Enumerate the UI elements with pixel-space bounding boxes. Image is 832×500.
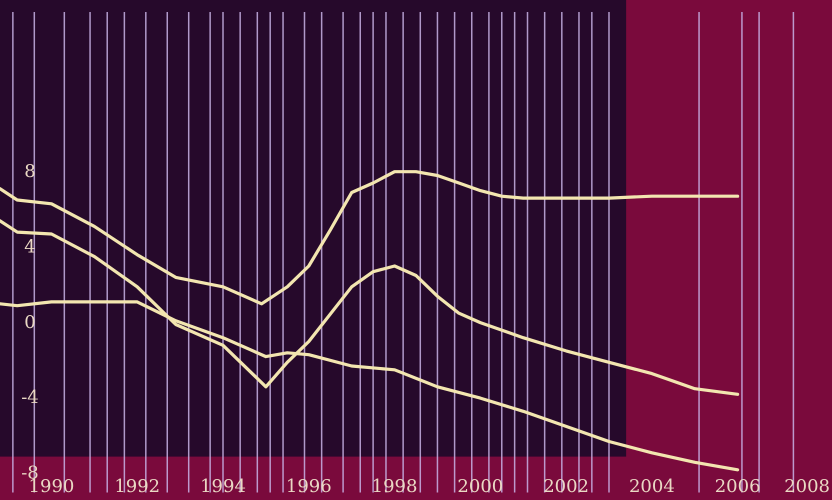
x-tick-label: 2008 — [784, 476, 830, 497]
y-tick-label: 4 — [24, 236, 35, 257]
x-tick-label: 1990 — [29, 476, 75, 497]
shaded-region — [0, 0, 627, 457]
y-tick-label: 0 — [24, 312, 35, 333]
vertical-lines — [12, 12, 795, 493]
y-tick-label: -8 — [21, 463, 39, 484]
series-lines — [0, 170, 740, 472]
x-tick-label: 2006 — [715, 476, 761, 497]
x-tick-label: 2004 — [629, 476, 675, 497]
x-tick-label: 2000 — [457, 476, 503, 497]
series-line-3 — [0, 300, 740, 472]
y-tick-label: -4 — [21, 387, 39, 408]
x-tick-label: 2002 — [543, 476, 589, 497]
x-tick-label: 1996 — [286, 476, 332, 497]
series-line-2 — [0, 219, 740, 396]
x-tick-label: 1992 — [114, 476, 160, 497]
x-tick-label: 1998 — [372, 476, 418, 497]
y-axis-tick-labels: 8 4 0 -4 -8 — [21, 161, 39, 484]
x-tick-label: 1994 — [200, 476, 246, 497]
series-line-1 — [0, 170, 740, 306]
y-tick-label: 8 — [24, 161, 35, 182]
x-axis-tick-labels: 1990 1992 1994 1996 1998 2000 2002 2004 2006 2008 — [29, 476, 830, 497]
